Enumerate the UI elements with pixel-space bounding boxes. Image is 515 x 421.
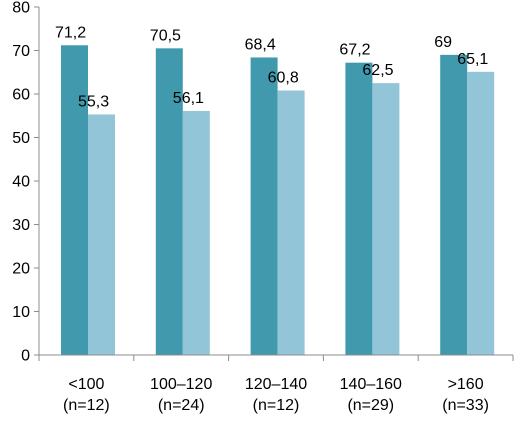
- x-category-label: 140–160: [340, 376, 402, 393]
- y-tick-label: 60: [12, 87, 30, 104]
- data-label-series-1: 67,2: [339, 42, 370, 59]
- x-category-label: 100–120: [150, 376, 212, 393]
- x-category-label: (n=12): [63, 397, 110, 414]
- y-tick-label: 30: [12, 217, 30, 234]
- data-label-series-2: 62,5: [362, 62, 393, 79]
- x-category-label: <100: [68, 376, 104, 393]
- bar-series-1: [61, 45, 88, 355]
- x-category-label: (n=33): [442, 397, 489, 414]
- data-label-series-1: 69: [434, 34, 452, 51]
- bar-series-1: [155, 48, 183, 355]
- y-tick-label: 10: [12, 304, 30, 321]
- data-label-series-1: 71,2: [55, 24, 86, 41]
- data-label-series-2: 55,3: [78, 93, 109, 110]
- data-label-series-2: 65,1: [457, 51, 488, 68]
- x-category-label: (n=12): [253, 397, 300, 414]
- bar-series-2: [277, 90, 305, 356]
- bar-series-2: [467, 71, 495, 355]
- data-label-series-2: 60,8: [268, 70, 299, 87]
- data-label-series-1: 70,5: [150, 27, 181, 44]
- bar-series-1: [250, 57, 278, 356]
- bar-series-1: [440, 54, 468, 355]
- bar-series-2: [88, 114, 115, 355]
- x-category-label: (n=24): [158, 397, 205, 414]
- x-axis: <100 (n=12) 100–120 (n=24) 120–140 (n=12) 140–…: [38, 354, 514, 414]
- y-tick-label: 80: [12, 0, 30, 17]
- x-category-label: >160: [448, 376, 484, 393]
- bar-series-2: [372, 83, 400, 355]
- y-tick-label: 50: [12, 130, 30, 147]
- y-tick-label: 70: [12, 43, 30, 60]
- y-axis: 0 10 20 30 40 50 60 70 80: [12, 0, 40, 365]
- y-tick-label: 20: [12, 261, 30, 278]
- bar-series-2: [182, 110, 210, 355]
- y-tick-label: 0: [21, 348, 30, 365]
- data-label-series-2: 56,1: [173, 90, 204, 107]
- bar-series-1: [345, 62, 373, 356]
- y-tick-label: 40: [12, 174, 30, 191]
- data-label-series-1: 68,4: [245, 36, 276, 53]
- x-category-label: 120–140: [245, 376, 307, 393]
- x-category-label: (n=29): [347, 397, 394, 414]
- bars: 71,2 70,5 68,4 67,2 69 55,3 56,1 60,8 62,5 65,1: [55, 24, 495, 356]
